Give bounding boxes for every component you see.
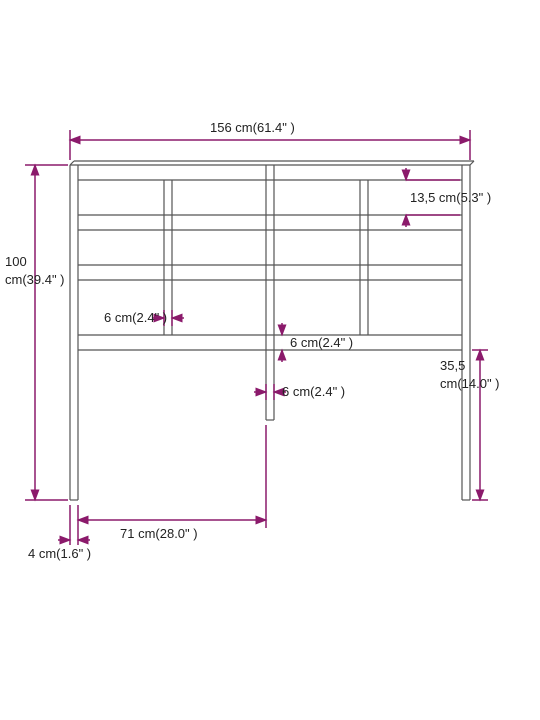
dim-6cm-top-label: 6 cm(2.4" ) <box>104 310 167 325</box>
dim-13-5cm: 13,5 cm(5.3" ) <box>406 168 491 227</box>
product-outline <box>70 161 474 500</box>
dim-depth-4cm: 4 cm(1.6" ) <box>28 505 91 561</box>
dim-depth-4cm-label: 4 cm(1.6" ) <box>28 546 91 561</box>
dim-width-71cm: 71 cm(28.0" ) <box>78 425 266 541</box>
dim-6cm-bot-label: 6 cm(2.4" ) <box>282 384 345 399</box>
dim-35-5cm-label-line1: 35,5 <box>440 358 465 373</box>
dim-height-total: 100 cm(39.4" ) <box>5 165 68 500</box>
dim-35-5cm-label-line2: cm(14.0" ) <box>440 376 500 391</box>
dim-6cm-top: 6 cm(2.4" ) <box>104 310 184 326</box>
dim-13-5cm-label: 13,5 cm(5.3" ) <box>410 190 491 205</box>
dim-6cm-mid-label: 6 cm(2.4" ) <box>290 335 353 350</box>
dim-width-71cm-label: 71 cm(28.0" ) <box>120 526 198 541</box>
dim-6cm-mid: 6 cm(2.4" ) <box>282 323 353 362</box>
dim-6cm-bot: 6 cm(2.4" ) <box>254 384 345 400</box>
dim-width-total-label: 156 cm(61.4" ) <box>210 120 295 135</box>
dim-height-total-label-line2: cm(39.4" ) <box>5 272 65 287</box>
dim-width-total: 156 cm(61.4" ) <box>70 120 470 160</box>
dim-height-total-label-line1: 100 <box>5 254 27 269</box>
